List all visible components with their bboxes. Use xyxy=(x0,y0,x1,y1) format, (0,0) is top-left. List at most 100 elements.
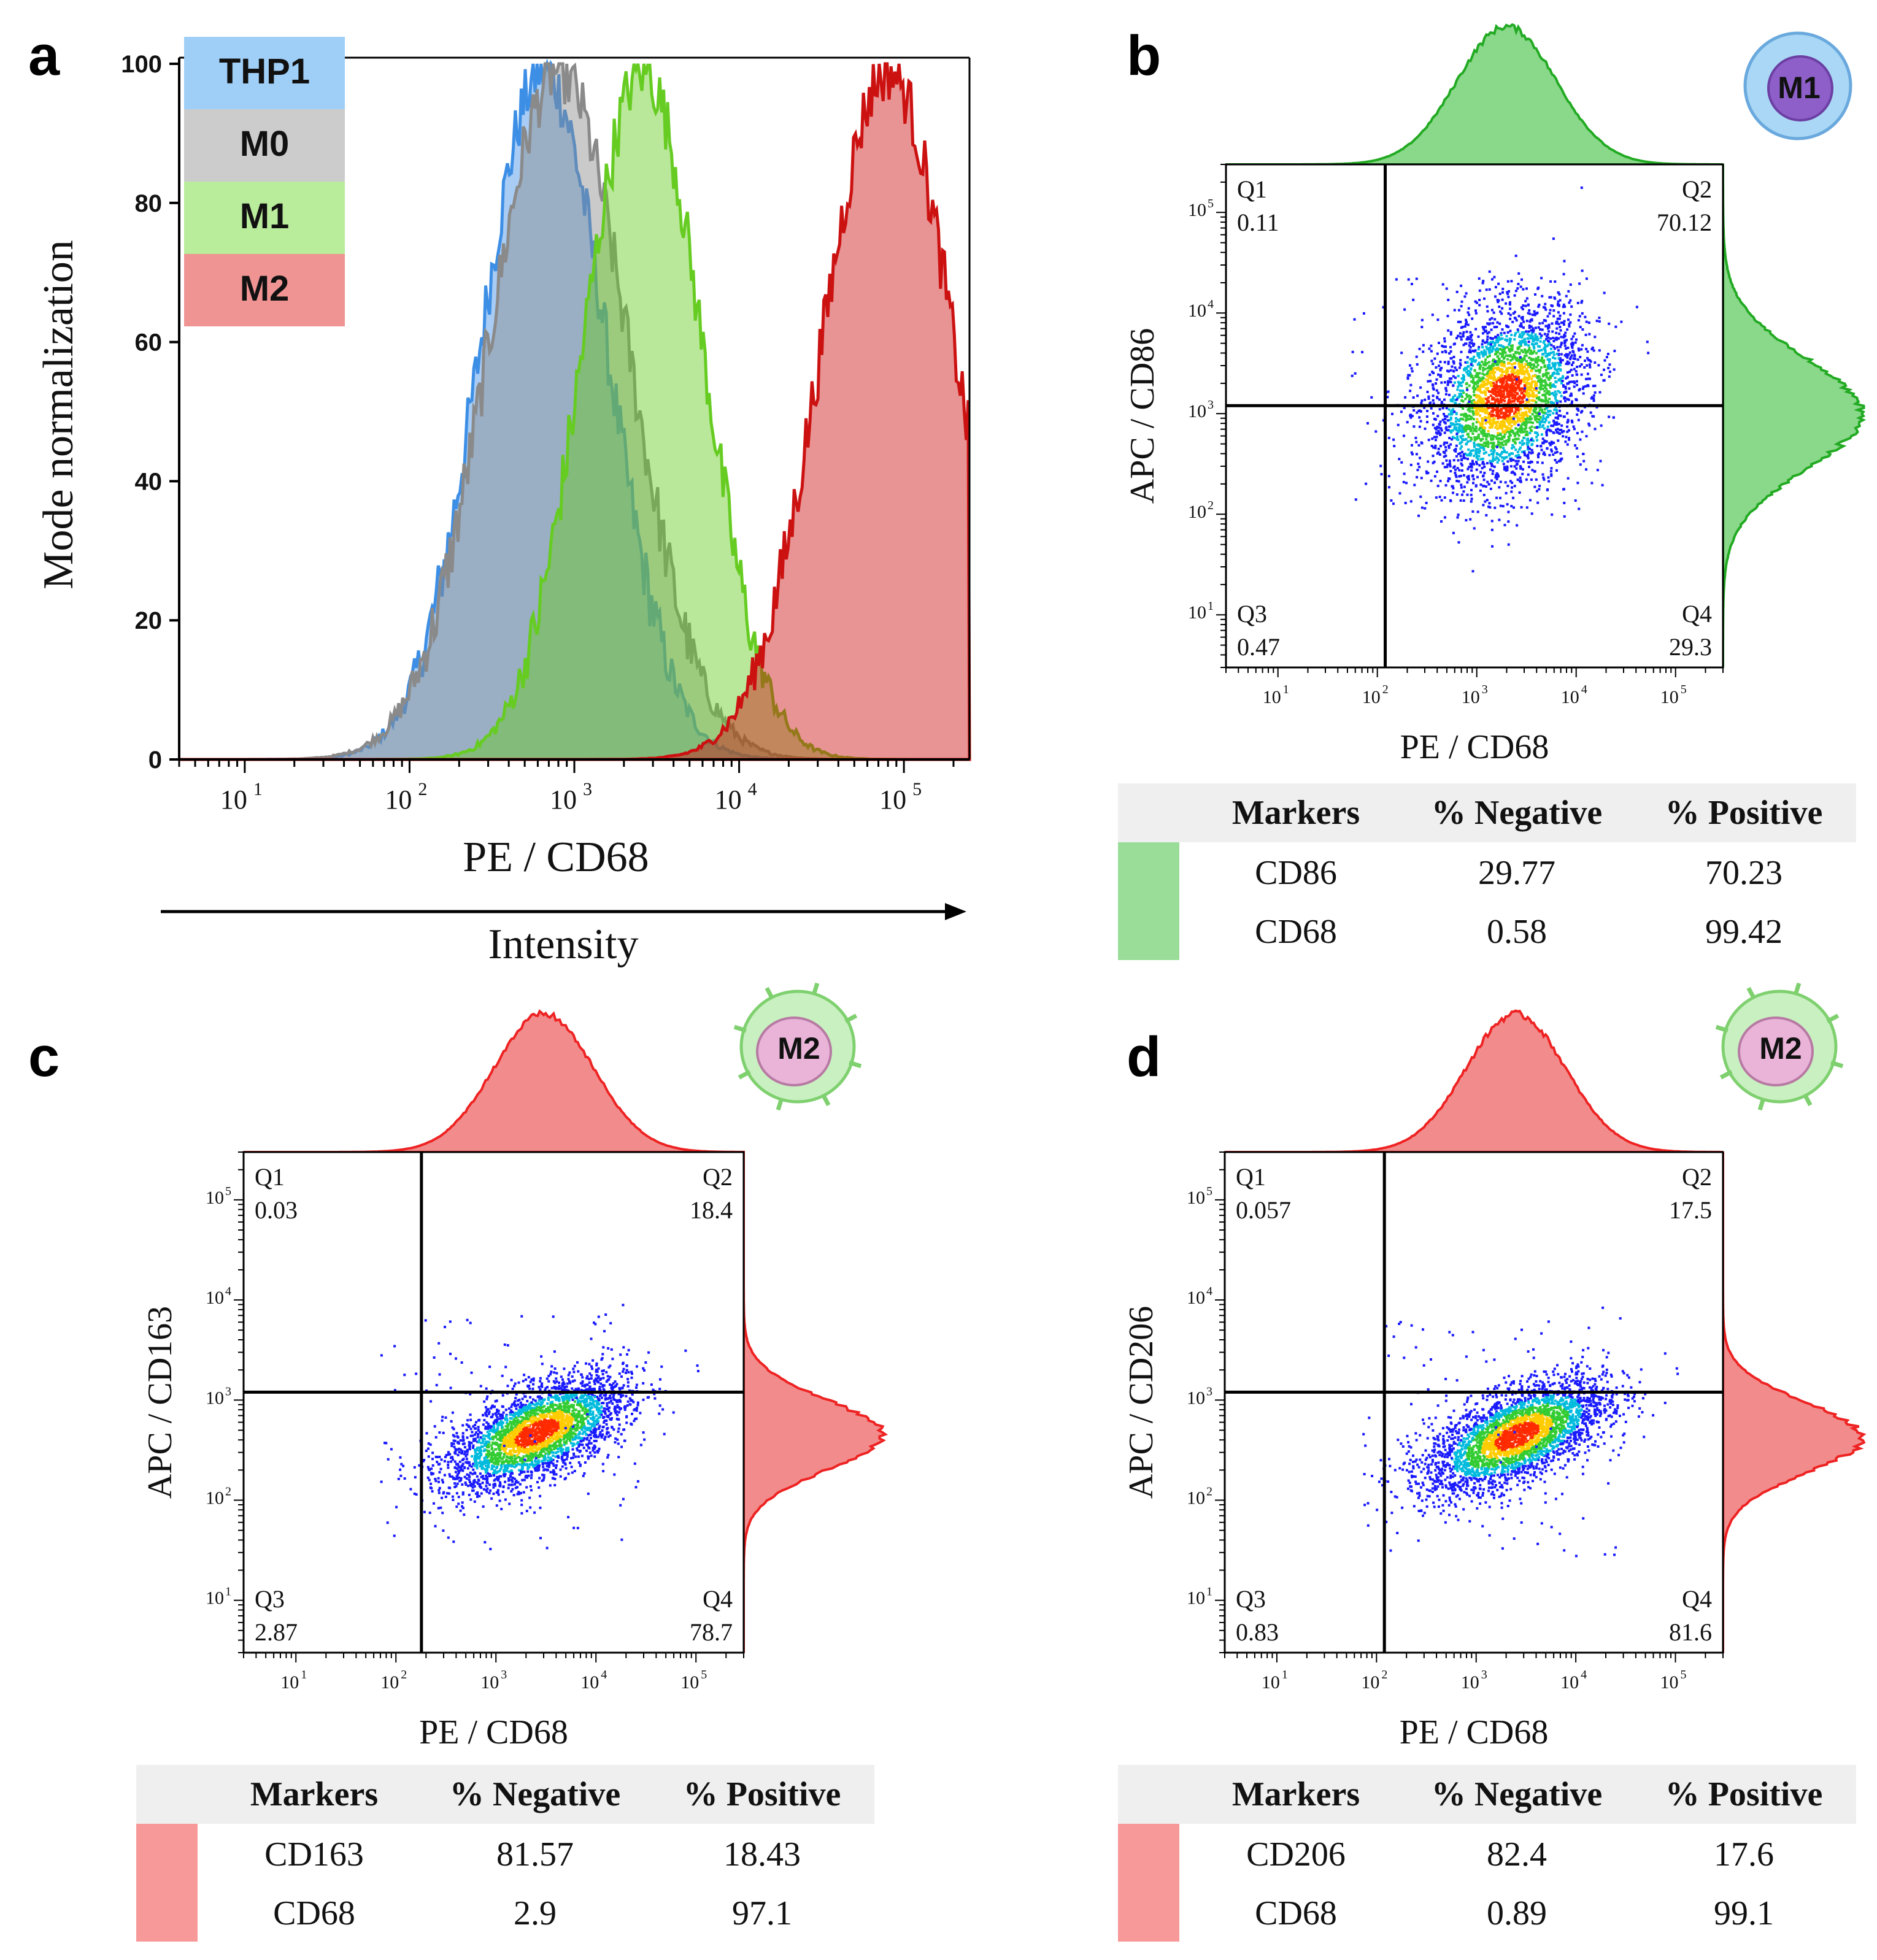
scatter-point xyxy=(1646,340,1649,344)
scatter-point xyxy=(520,1416,523,1419)
scatter-point xyxy=(1495,339,1498,342)
scatter-point xyxy=(1448,380,1451,383)
scatter-point xyxy=(1486,383,1489,386)
scatter-point xyxy=(1416,394,1419,398)
scatter-point xyxy=(1492,442,1495,444)
scatter-point xyxy=(476,1447,479,1449)
scatter-point xyxy=(1518,491,1521,494)
scatter-point xyxy=(1499,397,1502,400)
scatter-point xyxy=(1488,288,1491,291)
scatter-point xyxy=(644,1361,647,1364)
scatter-point xyxy=(1413,425,1416,428)
scatter-point xyxy=(429,1443,432,1446)
scatter-point xyxy=(1510,505,1513,508)
scatter-point xyxy=(1568,325,1571,328)
scatter-point xyxy=(1535,357,1538,360)
scatter-point xyxy=(1452,408,1455,411)
scatter-point xyxy=(1462,375,1465,378)
scatter-point xyxy=(1501,393,1504,396)
scatter-point xyxy=(1506,387,1509,390)
scatter-point xyxy=(580,1455,584,1458)
scatter-point xyxy=(1481,410,1484,413)
scatter-point xyxy=(1500,348,1503,352)
scatter-point xyxy=(1462,430,1465,433)
scatter-point xyxy=(1563,501,1566,504)
scatter-point xyxy=(1462,335,1465,338)
scatter-point xyxy=(1508,421,1511,425)
scatter-point xyxy=(1520,325,1523,328)
scatter-point xyxy=(464,1455,468,1458)
scatter-point xyxy=(1498,496,1501,499)
scatter-point xyxy=(1474,484,1478,487)
scatter-point xyxy=(571,1375,574,1378)
x-tick-exponent: 4 xyxy=(1581,683,1587,696)
scatter-point xyxy=(1466,493,1469,496)
scatter-point xyxy=(1573,332,1576,335)
scatter-point xyxy=(1572,335,1574,338)
scatter-point xyxy=(1471,423,1474,426)
scatter-point xyxy=(1543,347,1546,350)
scatter-point xyxy=(1470,493,1473,496)
scatter-point xyxy=(1479,438,1482,441)
scatter-point xyxy=(1460,445,1463,448)
scatter-point xyxy=(1438,364,1440,367)
scatter-point xyxy=(1484,387,1487,390)
scatter-point xyxy=(559,1403,562,1406)
scatter-point xyxy=(1456,388,1459,391)
scatter-point xyxy=(598,1424,601,1428)
scatter-point xyxy=(1452,491,1454,494)
scatter-point xyxy=(529,1485,532,1488)
scatter-point xyxy=(1539,369,1542,372)
scatter-point xyxy=(1494,398,1497,401)
scatter-point xyxy=(1516,431,1519,434)
scatter-point xyxy=(1552,425,1555,428)
scatter-point xyxy=(1501,328,1504,331)
x-tick-exponent: 5 xyxy=(912,779,922,799)
scatter-point xyxy=(1510,366,1513,369)
scatter-point xyxy=(1549,429,1552,432)
scatter-point xyxy=(1433,475,1436,478)
scatter-point xyxy=(497,1409,500,1412)
scatter-point xyxy=(1471,386,1474,390)
scatter-point xyxy=(1501,377,1504,380)
scatter-point xyxy=(1546,333,1549,336)
scatter-point xyxy=(1523,373,1526,376)
scatter-point xyxy=(1450,377,1453,380)
scatter-point xyxy=(1506,390,1509,393)
scatter-point xyxy=(1454,448,1457,451)
scatter-point xyxy=(1527,373,1530,376)
scatter-point xyxy=(1536,461,1539,464)
scatter-point xyxy=(1530,357,1532,360)
scatter-point xyxy=(525,1459,528,1462)
scatter-point xyxy=(1590,397,1593,400)
scatter-point xyxy=(611,1402,614,1405)
scatter-point xyxy=(1512,417,1515,420)
quadrant-value-q3: 0.47 xyxy=(1237,633,1280,661)
scatter-point xyxy=(1535,490,1538,493)
scatter-point xyxy=(1478,289,1481,292)
scatter-point xyxy=(499,1420,503,1423)
scatter-point xyxy=(510,1405,513,1409)
scatter-point xyxy=(1601,483,1604,486)
scatter-point xyxy=(571,1471,574,1474)
scatter-point xyxy=(1488,270,1491,273)
scatter-point xyxy=(1431,437,1434,440)
scatter-point xyxy=(1440,402,1443,405)
scatter-point xyxy=(534,1452,537,1455)
scatter-point xyxy=(1537,398,1540,401)
scatter-point xyxy=(1458,383,1461,386)
scatter-point xyxy=(510,1424,513,1428)
scatter-point xyxy=(1517,459,1520,463)
scatter-point xyxy=(1502,379,1505,382)
scatter-point xyxy=(1501,429,1505,432)
scatter-point xyxy=(1530,399,1533,402)
scatter-point xyxy=(1526,407,1529,410)
x-tick-label: 10 xyxy=(1462,687,1480,707)
scatter-point xyxy=(476,1495,479,1498)
scatter-point xyxy=(1592,349,1595,352)
scatter-point xyxy=(1519,400,1522,403)
scatter-point xyxy=(542,1429,545,1432)
scatter-point xyxy=(485,1469,488,1472)
scatter-point xyxy=(1544,325,1547,328)
